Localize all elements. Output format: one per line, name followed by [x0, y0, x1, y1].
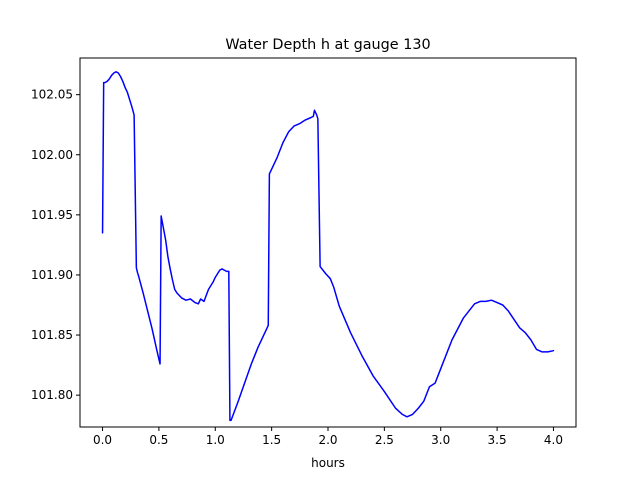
chart-title: Water Depth h at gauge 130 [225, 37, 430, 53]
x-tick-label: 4.0 [544, 433, 563, 447]
plot-area [80, 58, 576, 427]
y-tick-label: 102.00 [31, 148, 73, 162]
x-tick-label: 0.0 [93, 433, 112, 447]
x-axis: 0.0 0.5 1.0 1.5 2.0 2.5 3.0 3.5 4.0 [93, 427, 563, 447]
y-tick-label: 101.85 [31, 328, 73, 342]
plot-background [80, 58, 576, 427]
x-tick-label: 1.5 [262, 433, 281, 447]
y-tick-label: 101.95 [31, 208, 73, 222]
y-tick-label: 101.90 [31, 268, 73, 282]
x-tick-label: 2.5 [375, 433, 394, 447]
plot-frame [79, 57, 577, 428]
y-tick-label: 102.05 [31, 88, 73, 102]
series-layer [101, 71, 555, 422]
y-tick-label: 101.80 [31, 388, 73, 402]
x-tick-label: 1.0 [206, 433, 225, 447]
x-tick-label: 0.5 [149, 433, 168, 447]
x-tick-label: 2.0 [318, 433, 337, 447]
series-line [101, 71, 555, 422]
x-tick-label: 3.0 [431, 433, 450, 447]
x-tick-label: 3.5 [488, 433, 507, 447]
y-axis: 101.80 101.85 101.90 101.95 102.00 102.05 [31, 88, 80, 402]
x-axis-label: hours [311, 456, 345, 470]
